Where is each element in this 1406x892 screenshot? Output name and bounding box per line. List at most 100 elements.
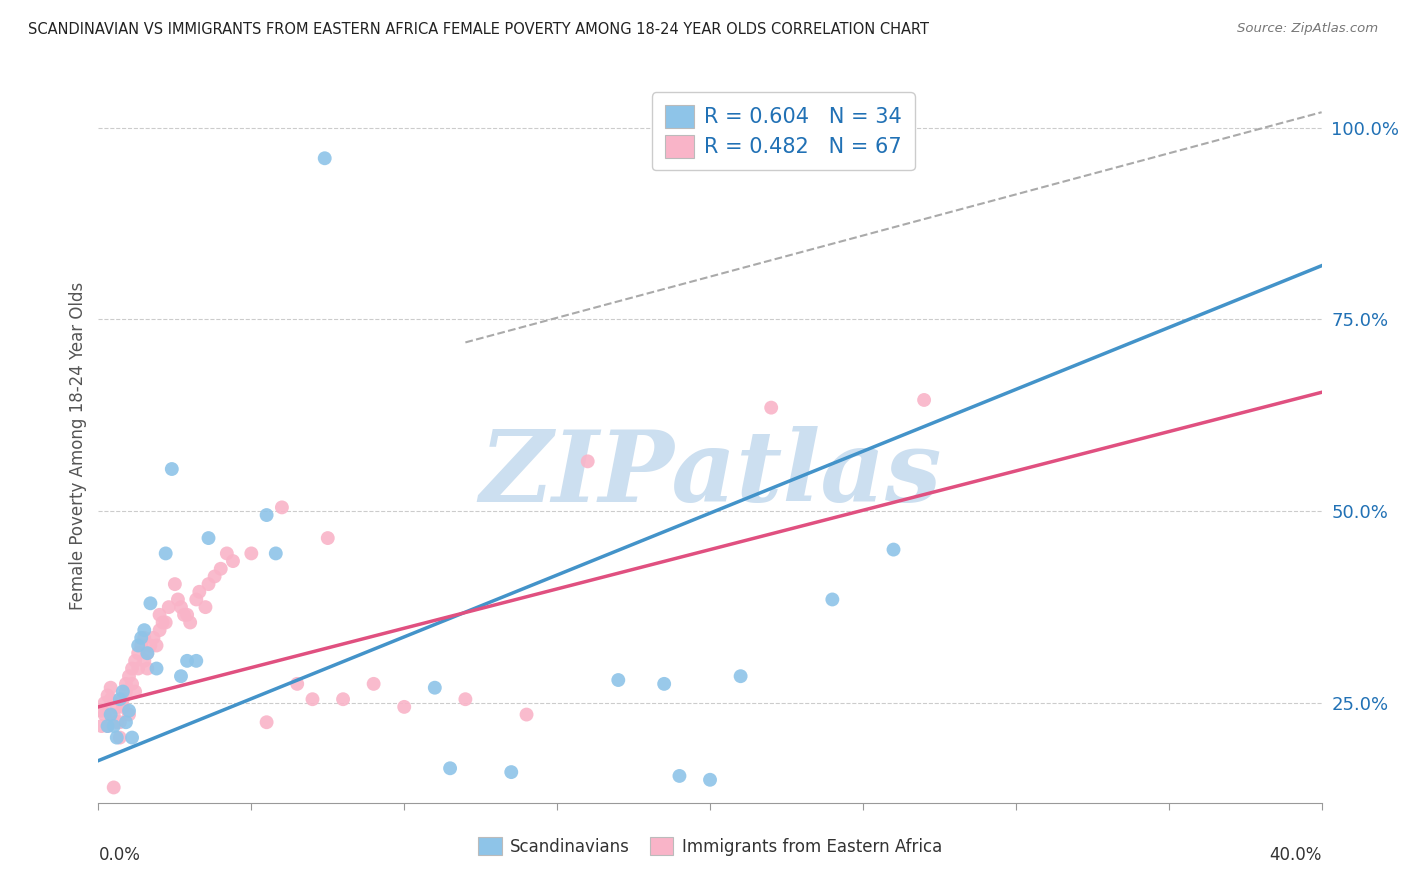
Point — [240, 546, 263, 560]
Text: Source: ZipAtlas.com: Source: ZipAtlas.com — [1237, 22, 1378, 36]
Point — [176, 607, 198, 622]
Point — [439, 761, 461, 775]
Point — [301, 692, 323, 706]
Point — [105, 699, 128, 714]
Point — [121, 661, 143, 675]
Point — [115, 684, 138, 698]
Point — [215, 546, 238, 560]
Point — [136, 661, 159, 675]
Point — [145, 661, 167, 675]
Point — [111, 699, 134, 714]
Point — [145, 639, 167, 653]
Point — [256, 715, 278, 730]
Point — [209, 562, 232, 576]
Text: 40.0%: 40.0% — [1270, 846, 1322, 863]
Point — [118, 669, 141, 683]
Point — [170, 669, 193, 683]
Point — [127, 646, 149, 660]
Point — [100, 681, 122, 695]
Point — [129, 631, 152, 645]
Point — [139, 639, 162, 653]
Point — [129, 639, 152, 653]
Point — [124, 654, 146, 668]
Point — [134, 623, 156, 637]
Point — [105, 731, 128, 745]
Point — [115, 715, 138, 730]
Point — [170, 600, 193, 615]
Point — [136, 646, 159, 660]
Point — [149, 607, 172, 622]
Point — [160, 462, 183, 476]
Point — [103, 780, 125, 795]
Point — [108, 731, 131, 745]
Point — [176, 654, 198, 668]
Point — [652, 677, 675, 691]
Point — [188, 584, 211, 599]
Point — [127, 639, 149, 653]
Point — [332, 692, 354, 706]
Point — [100, 692, 122, 706]
Point — [501, 765, 523, 780]
Point — [423, 681, 446, 695]
Point — [668, 769, 690, 783]
Point — [152, 615, 174, 630]
Point — [118, 704, 141, 718]
Point — [136, 646, 159, 660]
Point — [139, 596, 162, 610]
Point — [163, 577, 186, 591]
Point — [155, 615, 177, 630]
Point — [285, 677, 308, 691]
Point — [179, 615, 201, 630]
Point — [127, 661, 149, 675]
Point — [912, 392, 935, 407]
Point — [103, 719, 125, 733]
Legend: Scandinavians, Immigrants from Eastern Africa: Scandinavians, Immigrants from Eastern A… — [468, 827, 952, 866]
Point — [111, 692, 134, 706]
Point — [157, 600, 180, 615]
Point — [108, 692, 131, 706]
Point — [607, 673, 630, 687]
Point — [197, 577, 219, 591]
Point — [821, 592, 844, 607]
Point — [121, 731, 143, 745]
Text: SCANDINAVIAN VS IMMIGRANTS FROM EASTERN AFRICA FEMALE POVERTY AMONG 18-24 YEAR O: SCANDINAVIAN VS IMMIGRANTS FROM EASTERN … — [28, 22, 929, 37]
Point — [97, 689, 120, 703]
Point — [167, 592, 190, 607]
Point — [93, 707, 115, 722]
Point — [516, 707, 538, 722]
Point — [124, 684, 146, 698]
Point — [90, 704, 112, 718]
Point — [883, 542, 905, 557]
Point — [363, 677, 385, 691]
Point — [316, 531, 339, 545]
Point — [111, 684, 134, 698]
Y-axis label: Female Poverty Among 18-24 Year Olds: Female Poverty Among 18-24 Year Olds — [69, 282, 87, 610]
Point — [97, 719, 120, 733]
Point — [173, 607, 195, 622]
Point — [121, 677, 143, 691]
Point — [454, 692, 477, 706]
Point — [194, 600, 217, 615]
Point — [90, 719, 112, 733]
Point — [108, 715, 131, 730]
Point — [155, 546, 177, 560]
Point — [186, 592, 208, 607]
Point — [204, 569, 226, 583]
Point — [264, 546, 287, 560]
Text: 0.0%: 0.0% — [98, 846, 141, 863]
Point — [142, 631, 165, 645]
Point — [100, 707, 122, 722]
Point — [222, 554, 245, 568]
Point — [270, 500, 292, 515]
Point — [759, 401, 782, 415]
Point — [118, 707, 141, 722]
Point — [314, 151, 336, 165]
Point — [115, 677, 138, 691]
Point — [576, 454, 599, 468]
Point — [197, 531, 219, 545]
Point — [134, 654, 156, 668]
Point — [699, 772, 721, 787]
Point — [103, 707, 125, 722]
Point — [186, 654, 208, 668]
Point — [730, 669, 752, 683]
